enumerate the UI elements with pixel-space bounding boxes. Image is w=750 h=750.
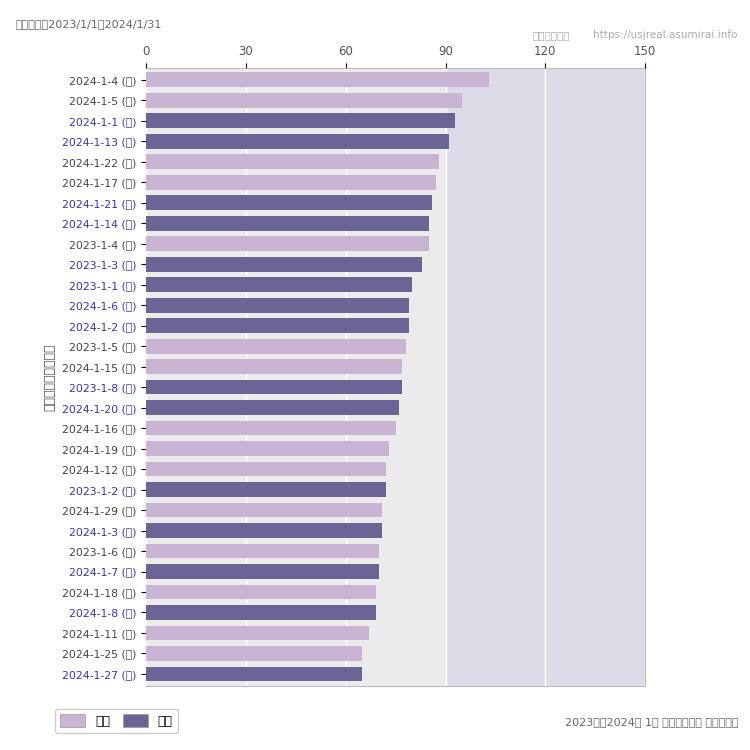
Bar xyxy=(146,462,386,476)
Bar xyxy=(146,318,409,333)
Bar xyxy=(146,605,376,619)
Bar xyxy=(146,524,382,538)
Bar xyxy=(146,359,402,374)
Bar xyxy=(146,667,362,681)
Bar xyxy=(146,256,422,272)
Bar xyxy=(146,175,436,190)
Bar xyxy=(146,400,399,415)
Text: 集計期間：2023/1/1〜2024/1/31: 集計期間：2023/1/1〜2024/1/31 xyxy=(15,19,161,28)
Bar xyxy=(146,441,389,456)
Bar xyxy=(146,482,386,497)
Bar xyxy=(146,585,376,599)
Bar xyxy=(146,298,409,313)
Bar xyxy=(146,421,396,436)
Bar xyxy=(146,113,455,128)
Bar xyxy=(146,195,432,210)
Bar xyxy=(146,503,382,518)
Bar xyxy=(146,482,386,497)
Bar xyxy=(146,256,422,272)
Bar xyxy=(146,339,406,353)
Bar xyxy=(146,441,389,456)
Bar xyxy=(146,278,412,292)
Bar xyxy=(146,564,379,579)
Bar xyxy=(146,503,382,518)
Bar xyxy=(146,544,379,559)
Bar xyxy=(146,359,402,374)
Text: 2023年、2024年 1月 平均待ち時間 ランキング: 2023年、2024年 1月 平均待ち時間 ランキング xyxy=(566,718,739,728)
Text: https://usjreal.asumirai.info: https://usjreal.asumirai.info xyxy=(592,30,737,40)
Bar xyxy=(146,298,409,313)
Bar xyxy=(146,175,436,190)
Bar xyxy=(146,195,432,210)
Bar xyxy=(146,216,429,230)
Bar xyxy=(146,544,379,559)
Bar xyxy=(146,646,362,661)
Bar xyxy=(146,93,462,108)
Bar xyxy=(146,73,489,87)
Bar xyxy=(146,564,379,579)
Bar xyxy=(146,113,455,128)
Bar xyxy=(146,400,399,415)
Bar xyxy=(146,626,369,640)
Text: ユニバリアル: ユニバリアル xyxy=(532,30,570,40)
Bar xyxy=(146,462,386,476)
Bar xyxy=(146,134,448,148)
Bar xyxy=(146,605,376,619)
Bar xyxy=(146,339,406,353)
Bar xyxy=(146,646,362,661)
Bar xyxy=(146,134,448,148)
Bar xyxy=(146,278,412,292)
Bar xyxy=(146,626,369,640)
Bar xyxy=(146,154,439,169)
Bar xyxy=(146,236,429,251)
Bar xyxy=(146,73,489,87)
Bar xyxy=(146,421,396,436)
Y-axis label: 平均待ち時間（分）: 平均待ち時間（分） xyxy=(44,344,56,411)
Bar xyxy=(146,236,429,251)
Bar xyxy=(146,154,439,169)
Bar xyxy=(146,380,402,394)
Bar xyxy=(146,380,402,394)
Bar xyxy=(146,318,409,333)
Legend: 平日, 休日: 平日, 休日 xyxy=(56,709,178,733)
Bar xyxy=(446,68,645,686)
Bar xyxy=(146,216,429,230)
Bar xyxy=(146,524,382,538)
Bar xyxy=(146,585,376,599)
Bar xyxy=(146,93,462,108)
Bar xyxy=(146,667,362,681)
